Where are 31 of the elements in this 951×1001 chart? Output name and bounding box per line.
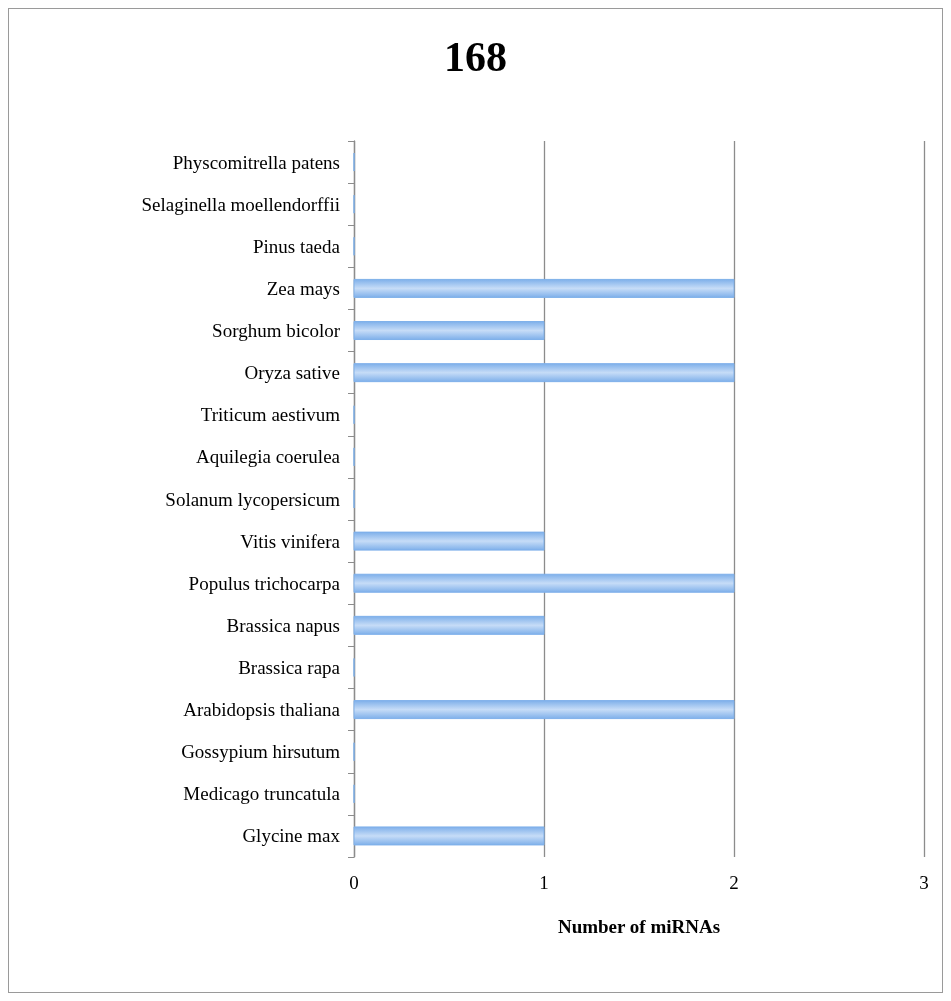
x-tick-label: 0	[349, 872, 359, 893]
y-tick-label: Brassica napus	[226, 614, 340, 636]
y-tick-label: Medicago truncatula	[183, 783, 341, 805]
y-tick-label: Vitis vinifera	[240, 530, 341, 552]
bar	[353, 700, 735, 720]
x-axis-title: Number of miRNAs	[557, 916, 721, 937]
y-tick-label: Glycine max	[242, 825, 341, 847]
bar	[353, 531, 545, 551]
chart-title: 168	[444, 34, 507, 80]
y-tick-label: Pinus taeda	[252, 235, 341, 257]
y-tick-label: Populus trichocarpa	[188, 572, 341, 594]
y-tick-label: Physcomitrella patens	[172, 151, 340, 173]
y-tick-label: Brassica rapa	[238, 656, 341, 678]
bar	[353, 573, 735, 593]
bar	[353, 321, 545, 341]
bar	[353, 278, 735, 298]
y-tick-label: Triticum aestivum	[200, 404, 341, 426]
bar	[353, 826, 545, 846]
y-tick-label: Zea mays	[266, 277, 340, 299]
y-tick-label: Arabidopsis thaliana	[183, 699, 341, 721]
y-tick-label: Aquilegia coerulea	[195, 446, 341, 468]
bar	[353, 363, 735, 383]
x-tick-label: 1	[539, 872, 549, 893]
x-tick-label: 2	[729, 872, 739, 893]
y-tick-label: Gossypium hirsutum	[181, 741, 341, 763]
y-tick-label: Solanum lycopersicum	[165, 488, 341, 510]
y-tick-label: Selaginella moellendorffii	[141, 193, 340, 215]
bar	[353, 615, 545, 635]
y-tick-label: Oryza sative	[244, 362, 340, 384]
x-tick-label: 3	[919, 872, 929, 893]
y-tick-label: Sorghum bicolor	[212, 320, 341, 342]
